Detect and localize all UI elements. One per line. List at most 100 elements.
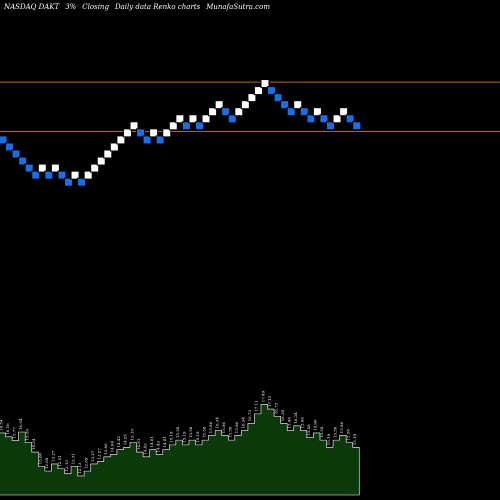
volume-label: 17.11 bbox=[254, 400, 259, 411]
volume-label: 12.51 bbox=[70, 453, 75, 464]
renko-brick-down bbox=[267, 86, 277, 96]
volume-label: 15.96 bbox=[221, 421, 226, 433]
volume-label: 14.24 bbox=[31, 438, 36, 450]
renko-brick-up bbox=[175, 114, 185, 124]
volume-label: 15.39 bbox=[24, 429, 29, 441]
volume-label: 15.58 bbox=[228, 426, 233, 438]
volume-label: 13.27 bbox=[51, 450, 56, 462]
renko-brick-down bbox=[280, 100, 290, 110]
renko-brick-up bbox=[90, 163, 100, 173]
renko-brick-up bbox=[214, 100, 224, 110]
volume-label: 15.58 bbox=[319, 426, 324, 438]
volume-label: 15.77 bbox=[11, 427, 16, 439]
volume-label: 12.89 bbox=[44, 457, 49, 469]
volume-label: 16.34 bbox=[280, 410, 285, 422]
volume-label: 13.66 bbox=[103, 443, 108, 455]
renko-brick-down bbox=[319, 114, 329, 124]
volume-label: 15.58 bbox=[188, 426, 193, 438]
renko-brick-down bbox=[299, 107, 309, 117]
volume-label: 14.81 bbox=[123, 434, 128, 445]
renko-brick-up bbox=[247, 93, 257, 103]
volume-label: 14.42 bbox=[142, 443, 147, 455]
renko-brick-up bbox=[188, 114, 198, 124]
volume-label: 15.58 bbox=[201, 426, 206, 438]
volume-label: 15.96 bbox=[234, 421, 239, 433]
volume-label: 15.19 bbox=[129, 429, 134, 441]
volume-label: 17.11 bbox=[267, 396, 272, 407]
volume-label: 15.58 bbox=[345, 429, 350, 441]
renko-brick-down bbox=[345, 114, 355, 124]
renko-brick-down bbox=[142, 135, 152, 145]
volume-label: 15.96 bbox=[208, 421, 213, 433]
renko-brick-up bbox=[312, 107, 322, 117]
volume-label: 12.13 bbox=[77, 462, 82, 474]
renko-brick-down bbox=[306, 114, 316, 124]
symbol-label: NASDAQ DAKT bbox=[4, 3, 60, 11]
renko-brick-up bbox=[50, 163, 60, 173]
volume-label: 16.34 bbox=[241, 417, 246, 429]
renko-brick-up bbox=[116, 135, 126, 145]
volume-label: 15.19 bbox=[352, 433, 357, 445]
volume-label: 14.42 bbox=[116, 436, 121, 448]
renko-brick-up bbox=[240, 100, 250, 110]
volume-label: 16.73 bbox=[273, 402, 278, 414]
change-label: 3% bbox=[65, 3, 77, 11]
renko-brick-up bbox=[339, 107, 349, 117]
volume-label: 15.58 bbox=[175, 426, 180, 438]
volume-label: 17.49 bbox=[260, 390, 265, 402]
volume-label: 14.81 bbox=[136, 439, 141, 450]
volume-label: 14.04 bbox=[110, 441, 115, 453]
renko-brick-up bbox=[149, 128, 159, 138]
volume-label: 15.96 bbox=[300, 417, 305, 429]
renko-brick-up bbox=[201, 114, 211, 124]
volume-label: 15.58 bbox=[332, 426, 337, 438]
chart-kind-label: Daily data Renko charts bbox=[114, 3, 201, 11]
renko-brick-down bbox=[227, 114, 237, 124]
renko-brick-up bbox=[168, 121, 178, 131]
renko-brick-down bbox=[57, 170, 67, 180]
volume-label: 15.19 bbox=[195, 431, 200, 443]
renko-brick-down bbox=[352, 121, 362, 131]
volume-label: 15.96 bbox=[339, 421, 344, 433]
volume-label: 16.34 bbox=[214, 417, 219, 429]
renko-brick-down bbox=[181, 121, 191, 131]
volume-label: 15.96 bbox=[286, 417, 291, 429]
volume-label: 15.19 bbox=[169, 431, 174, 443]
volume-label: 15.96 bbox=[313, 419, 318, 431]
volume-label: 15.19 bbox=[182, 431, 187, 443]
volume-label: 16.73 bbox=[247, 410, 252, 422]
renko-brick-up bbox=[103, 149, 113, 159]
volume-label: 12.51 bbox=[57, 455, 62, 466]
volume-label: 13.27 bbox=[90, 450, 95, 462]
renko-brick-up bbox=[293, 100, 303, 110]
renko-brick-up bbox=[129, 121, 139, 131]
renko-brick-up bbox=[162, 128, 172, 138]
renko-brick-up bbox=[208, 107, 218, 117]
renko-brick-down bbox=[136, 128, 146, 138]
renko-brick-up bbox=[122, 128, 132, 138]
renko-brick-up bbox=[253, 86, 263, 96]
volume-label: 12.13 bbox=[64, 460, 69, 472]
renko-brick-up bbox=[332, 114, 342, 124]
renko-brick-down bbox=[286, 107, 296, 117]
volume-label: 14.81 bbox=[149, 436, 154, 447]
renko-brick-down bbox=[44, 170, 54, 180]
volume-area bbox=[0, 404, 360, 496]
volume-label: 14.81 bbox=[162, 436, 167, 447]
renko-brick-down bbox=[221, 107, 231, 117]
renko-brick-down bbox=[155, 135, 165, 145]
level-lines bbox=[0, 81, 500, 132]
volume-label: 12.89 bbox=[83, 457, 88, 469]
volume-label: 16.34 bbox=[293, 412, 298, 424]
renko-brick-down bbox=[24, 163, 34, 173]
volume-label: 16.16 bbox=[5, 423, 10, 435]
volume-label: 13.27 bbox=[97, 448, 102, 460]
renko-brick-down bbox=[77, 177, 87, 187]
renko-brick-up bbox=[109, 142, 119, 152]
site-label: MunafaSutra.com bbox=[206, 3, 270, 11]
renko-brick-up bbox=[70, 170, 80, 180]
renko-brick-up bbox=[83, 170, 93, 180]
renko-bricks bbox=[0, 79, 362, 187]
closing-label: Closing bbox=[82, 3, 109, 11]
